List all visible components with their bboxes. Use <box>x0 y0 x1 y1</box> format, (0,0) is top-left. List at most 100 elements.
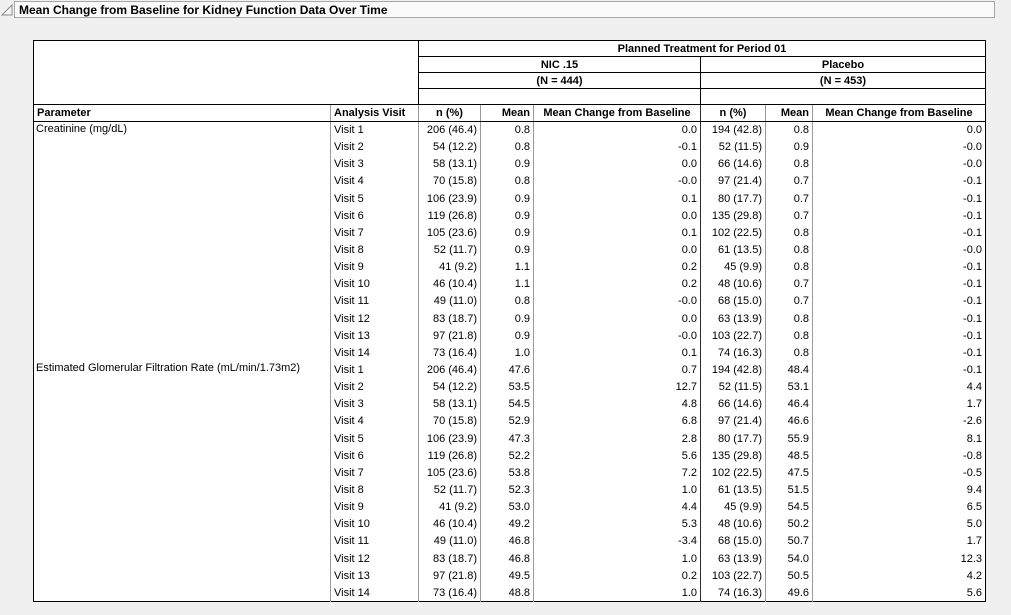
nic-mean-cell: 53.0 <box>480 498 534 516</box>
placebo-mean-cell: 0.8 <box>765 155 813 173</box>
group-nic-n: (N = 444) <box>418 72 701 89</box>
table-row: Visit 3 58 (13.1) 0.9 0.0 66 (14.6) 0.8 -0.0 <box>34 155 986 173</box>
placebo-mean-cell: 54.0 <box>765 550 813 568</box>
treatment-period-header: Planned Treatment for Period 01 <box>418 40 986 57</box>
nic-mean-cell: 47.6 <box>480 361 534 379</box>
visit-cell: Visit 14 <box>330 584 419 602</box>
table-row: Visit 11 49 (11.0) 46.8 -3.4 68 (15.0) 50.7 1.… <box>34 532 986 551</box>
placebo-mean-cell: 0.7 <box>765 275 813 293</box>
nic-mean-cell: 0.9 <box>480 190 534 208</box>
nic-n-pct-cell: 206 (46.4) <box>418 361 481 379</box>
placebo-mean-change-cell: -0.1 <box>812 224 986 242</box>
placebo-n-pct-cell: 66 (14.6) <box>700 155 766 173</box>
table-row: Visit 7 105 (23.6) 0.9 0.1 102 (22.5) 0.8 -0.1 <box>34 224 986 242</box>
placebo-mean-cell: 47.5 <box>765 464 813 482</box>
placebo-mean-change-cell: -0.1 <box>812 310 986 328</box>
placebo-mean-change-cell: -0.5 <box>812 464 986 482</box>
placebo-mean-change-cell: -0.1 <box>812 361 986 379</box>
title-bar: Mean Change from Baseline for Kidney Fun… <box>14 1 995 18</box>
placebo-n-pct-cell: 68 (15.0) <box>700 532 766 551</box>
placebo-mean-change-cell: -0.1 <box>812 258 986 276</box>
placebo-mean-change-cell: 5.0 <box>812 515 986 533</box>
nic-n-pct-cell: 52 (11.7) <box>418 481 481 499</box>
page-title: Mean Change from Baseline for Kidney Fun… <box>19 2 388 17</box>
blank-cell <box>418 88 701 105</box>
table-row: Visit 2 54 (12.2) 0.8 -0.1 52 (11.5) 0.9 -0.0 <box>34 138 986 156</box>
kidney-function-table: Planned Treatment for Period 01 NIC .15 … <box>33 40 986 602</box>
placebo-mean-cell: 0.8 <box>765 241 813 259</box>
placebo-n-pct-cell: 103 (22.7) <box>700 567 766 585</box>
col-header-mean: Mean <box>765 104 813 122</box>
placebo-mean-cell: 54.5 <box>765 498 813 516</box>
placebo-mean-change-cell: -0.1 <box>812 344 986 362</box>
visit-cell: Visit 10 <box>330 515 419 533</box>
placebo-mean-change-cell: 1.7 <box>812 395 986 413</box>
nic-mean-change-cell: 0.0 <box>533 310 701 328</box>
placebo-mean-cell: 46.6 <box>765 412 813 431</box>
placebo-mean-cell: 0.8 <box>765 310 813 328</box>
placebo-mean-change-cell: 8.1 <box>812 430 986 448</box>
table-row: Visit 11 49 (11.0) 0.8 -0.0 68 (15.0) 0.7 -0.1 <box>34 292 986 311</box>
disclosure-triangle-icon[interactable] <box>0 3 14 17</box>
nic-n-pct-cell: 70 (15.8) <box>418 412 481 431</box>
table-row: Visit 9 41 (9.2) 53.0 4.4 45 (9.9) 54.5 6.5 <box>34 498 986 516</box>
outline-header: Mean Change from Baseline for Kidney Fun… <box>0 0 1011 20</box>
nic-mean-cell: 0.9 <box>480 310 534 328</box>
visit-cell: Visit 7 <box>330 224 419 242</box>
placebo-mean-cell: 53.1 <box>765 378 813 396</box>
nic-mean-change-cell: 7.2 <box>533 464 701 482</box>
nic-mean-change-cell: 0.7 <box>533 361 701 379</box>
nic-n-pct-cell: 83 (18.7) <box>418 310 481 328</box>
placebo-n-pct-cell: 52 (11.5) <box>700 138 766 156</box>
placebo-n-pct-cell: 48 (10.6) <box>700 515 766 533</box>
placebo-n-pct-cell: 80 (17.7) <box>700 430 766 448</box>
nic-mean-cell: 1.1 <box>480 275 534 293</box>
placebo-mean-cell: 0.8 <box>765 121 813 139</box>
placebo-n-pct-cell: 52 (11.5) <box>700 378 766 396</box>
nic-mean-cell: 48.8 <box>480 584 534 602</box>
visit-cell: Visit 9 <box>330 498 419 516</box>
header-row-n: (N = 444) (N = 453) <box>34 72 986 89</box>
placebo-mean-cell: 49.6 <box>765 584 813 602</box>
table-row: Visit 8 52 (11.7) 52.3 1.0 61 (13.5) 51.5 9.4 <box>34 481 986 499</box>
col-header-n-pct: n (%) <box>418 104 481 122</box>
nic-n-pct-cell: 206 (46.4) <box>418 121 481 139</box>
table-row: Visit 12 83 (18.7) 0.9 0.0 63 (13.9) 0.8 -0.1 <box>34 310 986 328</box>
placebo-mean-cell: 0.8 <box>765 344 813 362</box>
placebo-n-pct-cell: 135 (29.8) <box>700 207 766 225</box>
nic-mean-cell: 49.2 <box>480 515 534 533</box>
nic-mean-cell: 53.5 <box>480 378 534 396</box>
nic-mean-cell: 0.9 <box>480 327 534 345</box>
nic-mean-change-cell: 1.0 <box>533 584 701 602</box>
nic-mean-cell: 47.3 <box>480 430 534 448</box>
col-header-mean: Mean <box>480 104 534 122</box>
table-row: Visit 10 46 (10.4) 49.2 5.3 48 (10.6) 50.2 5.0 <box>34 515 986 533</box>
nic-n-pct-cell: 83 (18.7) <box>418 550 481 568</box>
nic-mean-change-cell: 5.6 <box>533 447 701 465</box>
nic-n-pct-cell: 49 (11.0) <box>418 292 481 311</box>
nic-mean-cell: 0.8 <box>480 138 534 156</box>
nic-mean-change-cell: 0.1 <box>533 224 701 242</box>
nic-mean-cell: 0.9 <box>480 224 534 242</box>
placebo-mean-cell: 0.8 <box>765 258 813 276</box>
visit-cell: Visit 13 <box>330 327 419 345</box>
placebo-mean-cell: 51.5 <box>765 481 813 499</box>
placebo-n-pct-cell: 194 (42.8) <box>700 121 766 139</box>
nic-mean-cell: 1.0 <box>480 344 534 362</box>
nic-mean-cell: 46.8 <box>480 550 534 568</box>
visit-cell: Visit 12 <box>330 310 419 328</box>
placebo-mean-change-cell: -0.0 <box>812 138 986 156</box>
visit-cell: Visit 13 <box>330 567 419 585</box>
placebo-n-pct-cell: 61 (13.5) <box>700 481 766 499</box>
placebo-mean-cell: 0.8 <box>765 224 813 242</box>
nic-mean-change-cell: -0.0 <box>533 327 701 345</box>
nic-mean-cell: 54.5 <box>480 395 534 413</box>
placebo-mean-cell: 50.5 <box>765 567 813 585</box>
nic-mean-cell: 52.2 <box>480 447 534 465</box>
nic-mean-change-cell: 0.2 <box>533 258 701 276</box>
nic-mean-cell: 52.3 <box>480 481 534 499</box>
col-header-visit: Analysis Visit <box>330 104 419 122</box>
placebo-mean-cell: 50.7 <box>765 532 813 551</box>
visit-cell: Visit 12 <box>330 550 419 568</box>
nic-mean-cell: 53.8 <box>480 464 534 482</box>
